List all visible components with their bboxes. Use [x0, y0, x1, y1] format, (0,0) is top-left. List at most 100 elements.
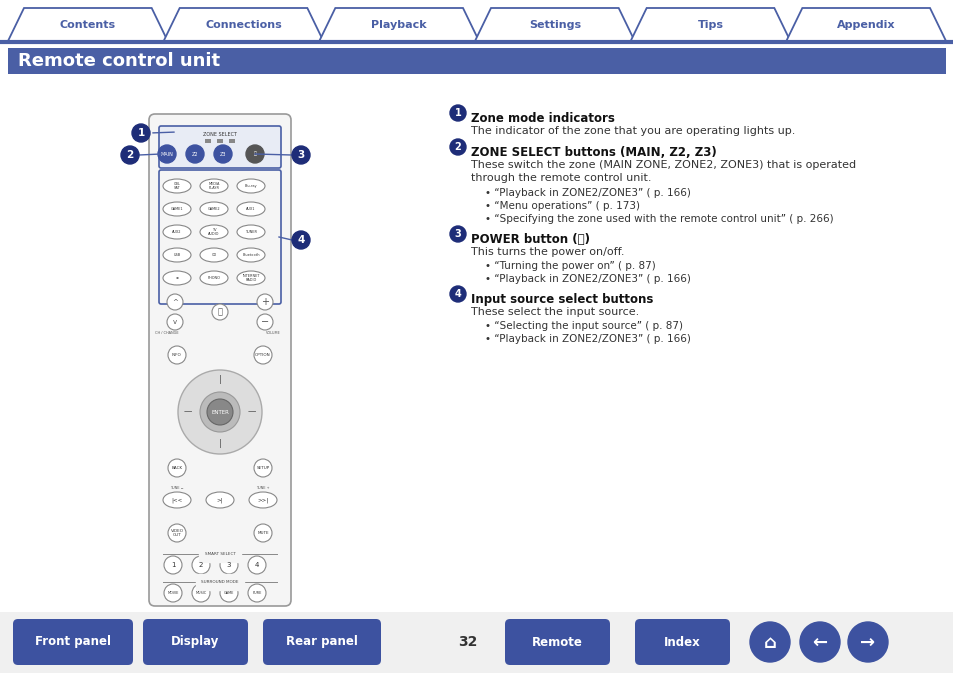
Text: GAME: GAME	[224, 591, 233, 595]
Circle shape	[749, 622, 789, 662]
Text: OPTION: OPTION	[254, 353, 271, 357]
FancyBboxPatch shape	[8, 48, 945, 74]
FancyBboxPatch shape	[149, 114, 291, 606]
Text: Z2: Z2	[192, 151, 198, 157]
Text: MUTE: MUTE	[257, 531, 269, 535]
Circle shape	[192, 584, 210, 602]
Text: 2: 2	[126, 150, 133, 160]
Text: INFO: INFO	[172, 353, 182, 357]
Text: 4: 4	[297, 235, 304, 245]
Text: GAME1: GAME1	[171, 207, 183, 211]
Text: • “Menu operations” ( p. 173): • “Menu operations” ( p. 173)	[484, 201, 639, 211]
Text: VOLUME: VOLUME	[265, 331, 280, 335]
Circle shape	[178, 370, 262, 454]
Text: MOVIE: MOVIE	[167, 591, 178, 595]
Circle shape	[167, 314, 183, 330]
Circle shape	[248, 556, 266, 574]
Text: Z3: Z3	[219, 151, 226, 157]
Text: AUX1: AUX1	[246, 207, 255, 211]
Ellipse shape	[200, 179, 228, 193]
Polygon shape	[785, 8, 945, 41]
Text: AUX2: AUX2	[172, 230, 182, 234]
Circle shape	[450, 139, 465, 155]
Bar	[216, 139, 223, 143]
Circle shape	[168, 346, 186, 364]
Text: Index: Index	[663, 635, 700, 649]
Text: ZONE SELECT: ZONE SELECT	[203, 131, 236, 137]
Ellipse shape	[206, 492, 233, 508]
Text: • “Playback in ZONE2/ZONE3” ( p. 166): • “Playback in ZONE2/ZONE3” ( p. 166)	[484, 334, 690, 344]
Text: Blu-ray: Blu-ray	[244, 184, 257, 188]
Text: ⌂: ⌂	[762, 634, 776, 652]
Ellipse shape	[249, 492, 276, 508]
Text: PHONO: PHONO	[208, 276, 220, 280]
Polygon shape	[8, 8, 168, 41]
Text: —: —	[184, 407, 192, 417]
Ellipse shape	[200, 248, 228, 262]
Circle shape	[121, 146, 139, 164]
Ellipse shape	[163, 202, 191, 216]
Text: • “Selecting the input source” ( p. 87): • “Selecting the input source” ( p. 87)	[484, 321, 682, 331]
Text: BACK: BACK	[172, 466, 182, 470]
Bar	[205, 139, 211, 143]
Circle shape	[220, 556, 237, 574]
Text: Contents: Contents	[60, 20, 115, 30]
Text: CD: CD	[212, 253, 216, 257]
Text: >|: >|	[216, 497, 223, 503]
Text: through the remote control unit.: through the remote control unit.	[471, 173, 651, 183]
Text: These select the input source.: These select the input source.	[471, 307, 639, 317]
Ellipse shape	[236, 248, 265, 262]
Ellipse shape	[236, 225, 265, 239]
Circle shape	[450, 226, 465, 242]
Ellipse shape	[163, 271, 191, 285]
Text: Input source select buttons: Input source select buttons	[471, 293, 653, 306]
Circle shape	[253, 459, 272, 477]
Text: 1: 1	[455, 108, 461, 118]
Circle shape	[192, 556, 210, 574]
Text: ←: ←	[812, 634, 826, 652]
Ellipse shape	[236, 179, 265, 193]
Circle shape	[248, 584, 266, 602]
Text: MAIN: MAIN	[160, 151, 173, 157]
Text: Front panel: Front panel	[35, 635, 111, 649]
Text: TUNE +: TUNE +	[256, 486, 270, 490]
Polygon shape	[475, 8, 634, 41]
Text: —: —	[248, 407, 256, 417]
Polygon shape	[164, 8, 323, 41]
Circle shape	[450, 105, 465, 121]
Text: This turns the power on/off.: This turns the power on/off.	[471, 247, 624, 257]
Text: Connections: Connections	[205, 20, 281, 30]
Ellipse shape	[163, 225, 191, 239]
Circle shape	[256, 314, 273, 330]
Circle shape	[847, 622, 887, 662]
Text: 🔇: 🔇	[217, 308, 222, 316]
Text: INTERNET
RADIO: INTERNET RADIO	[242, 274, 259, 282]
Text: TV
AUDIO: TV AUDIO	[208, 227, 219, 236]
Text: • “Specifying the zone used with the remote control unit” ( p. 266): • “Specifying the zone used with the rem…	[484, 214, 833, 224]
Circle shape	[253, 524, 272, 542]
Circle shape	[200, 392, 240, 432]
Circle shape	[256, 294, 273, 310]
Ellipse shape	[163, 492, 191, 508]
Text: Display: Display	[172, 635, 219, 649]
Circle shape	[800, 622, 840, 662]
Polygon shape	[630, 8, 789, 41]
Circle shape	[132, 124, 150, 142]
Text: v: v	[172, 319, 177, 325]
FancyBboxPatch shape	[504, 619, 609, 665]
Text: Rear panel: Rear panel	[286, 635, 357, 649]
Text: 1: 1	[171, 562, 175, 568]
FancyBboxPatch shape	[263, 619, 380, 665]
Ellipse shape	[236, 271, 265, 285]
Text: TUNER: TUNER	[245, 230, 256, 234]
Text: The indicator of the zone that you are operating lights up.: The indicator of the zone that you are o…	[471, 126, 795, 136]
Text: Zone mode indicators: Zone mode indicators	[471, 112, 615, 125]
Text: 32: 32	[457, 635, 477, 649]
Text: CH / CHANGE: CH / CHANGE	[155, 331, 178, 335]
Circle shape	[253, 346, 272, 364]
Text: CBL
SAT: CBL SAT	[173, 182, 180, 190]
Text: • “Turning the power on” ( p. 87): • “Turning the power on” ( p. 87)	[484, 261, 655, 271]
Text: Playback: Playback	[371, 20, 427, 30]
Circle shape	[164, 556, 182, 574]
Ellipse shape	[200, 202, 228, 216]
